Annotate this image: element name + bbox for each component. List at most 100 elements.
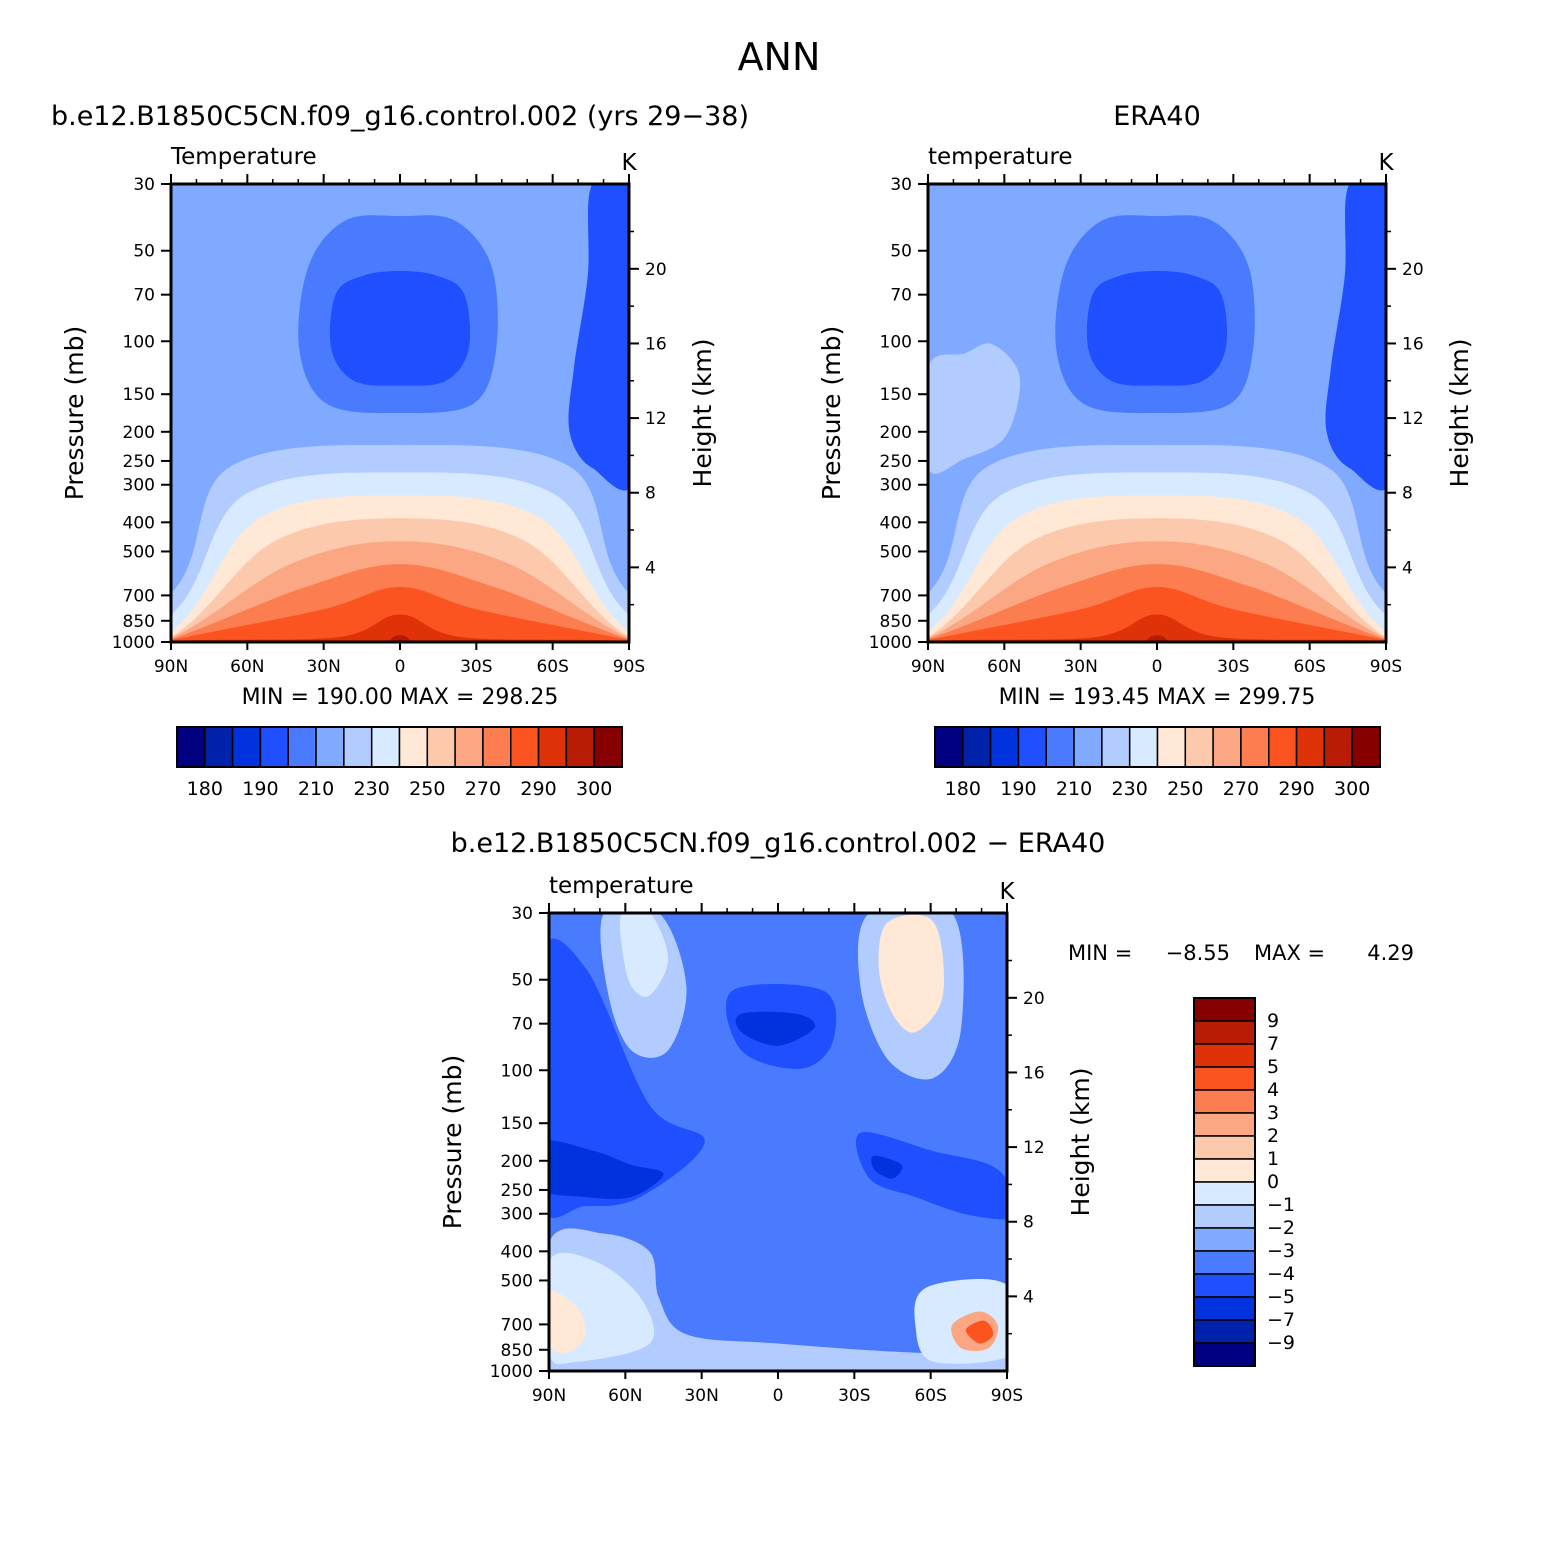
colorbar-box xyxy=(1212,726,1242,768)
y2-axis-label: Height (km) xyxy=(1066,1068,1095,1217)
x-tick-label: 30S xyxy=(460,657,492,677)
colorbar-box xyxy=(934,726,964,768)
panel-diff: 305070100150200250300400500700850100090N… xyxy=(438,828,1414,1406)
contour-band-7 xyxy=(735,1011,816,1046)
colorbar-box xyxy=(989,726,1020,768)
colorbar-box xyxy=(1184,726,1214,768)
y-tick-label: 850 xyxy=(501,1341,533,1361)
colorbar-label: 4 xyxy=(1267,1079,1279,1101)
y2-tick-label: 8 xyxy=(1023,1213,1034,1233)
colorbar-label: 230 xyxy=(354,778,390,800)
panel-title: b.e12.B1850C5CN.f09_g16.control.002 (yrs… xyxy=(51,101,749,132)
x-tick-label: 60S xyxy=(1293,657,1325,677)
y2-tick-label: 8 xyxy=(645,484,656,504)
contour-band-11 xyxy=(568,184,629,491)
y-tick-label: 50 xyxy=(511,971,533,991)
y-tick-label: 30 xyxy=(133,175,155,195)
colorbar-label: −2 xyxy=(1267,1217,1295,1239)
colorbar-label: 9 xyxy=(1267,1010,1279,1032)
y-tick-label: 850 xyxy=(880,612,912,632)
units-label: K xyxy=(999,879,1015,905)
x-tick-label: 0 xyxy=(773,1386,784,1406)
y2-axis-label: Height (km) xyxy=(688,339,717,488)
contour-band-10 xyxy=(388,635,412,642)
colorbar-box xyxy=(1156,726,1187,768)
y-tick-label: 100 xyxy=(880,332,912,352)
y-tick-label: 100 xyxy=(501,1061,533,1081)
y-axis-label: Pressure (mb) xyxy=(60,326,89,500)
colorbar-box xyxy=(204,726,234,768)
colorbar-box xyxy=(1193,1112,1256,1137)
colorbar-label: 210 xyxy=(1056,778,1092,800)
y-tick-label: 1000 xyxy=(490,1362,533,1382)
x-tick-label: 30N xyxy=(684,1386,718,1406)
contour-field xyxy=(171,184,629,642)
colorbar-label: 300 xyxy=(576,778,612,800)
colorbar-box xyxy=(1193,1181,1256,1206)
colorbar-label: 3 xyxy=(1267,1102,1279,1124)
y2-tick-label: 16 xyxy=(1402,334,1424,354)
x-tick-label: 0 xyxy=(395,657,406,677)
y-tick-label: 70 xyxy=(511,1015,533,1035)
contour-band-1 xyxy=(619,913,669,997)
y-tick-label: 150 xyxy=(501,1114,533,1134)
contour-band-8 xyxy=(856,1132,1007,1220)
colorbar-label: −1 xyxy=(1267,1194,1295,1216)
colorbar-box xyxy=(1101,726,1131,768)
colorbar-box xyxy=(1128,726,1159,768)
colorbar-box xyxy=(1193,997,1256,1022)
colorbar-label: 270 xyxy=(1223,778,1259,800)
y-tick-label: 850 xyxy=(123,612,155,632)
colorbar-box xyxy=(1193,1020,1256,1045)
colorbar-label: −4 xyxy=(1267,1263,1295,1285)
contour-band-1 xyxy=(1086,271,1228,386)
colorbar-box xyxy=(1193,1204,1256,1229)
y-tick-label: 700 xyxy=(501,1315,533,1335)
colorbar-label: −5 xyxy=(1267,1286,1295,1308)
y2-tick-label: 20 xyxy=(645,260,667,280)
y-tick-label: 500 xyxy=(880,542,912,562)
colorbar-label: 230 xyxy=(1112,778,1148,800)
colorbar-label: 2 xyxy=(1267,1125,1279,1147)
x-tick-label: 90N xyxy=(911,657,945,677)
colorbar-box xyxy=(1193,1066,1256,1091)
x-tick-label: 30N xyxy=(306,657,340,677)
colorbar-frame xyxy=(176,726,623,768)
colorbar-box xyxy=(176,726,206,768)
y-tick-label: 700 xyxy=(123,586,155,606)
colorbar-box xyxy=(1193,1227,1256,1252)
y2-tick-label: 20 xyxy=(1402,260,1424,280)
colorbar-box xyxy=(398,726,429,768)
y-tick-label: 200 xyxy=(123,423,155,443)
y2-tick-label: 12 xyxy=(645,409,667,429)
y2-tick-label: 12 xyxy=(1402,409,1424,429)
panel-title: b.e12.B1850C5CN.f09_g16.control.002 − ER… xyxy=(451,828,1106,859)
y-tick-label: 400 xyxy=(880,513,912,533)
colorbar-label: −9 xyxy=(1267,1332,1295,1354)
y-tick-label: 250 xyxy=(880,452,912,472)
y2-tick-label: 16 xyxy=(645,334,667,354)
x-tick-label: 60S xyxy=(536,657,568,677)
colorbar-box xyxy=(1017,726,1047,768)
y2-tick-label: 4 xyxy=(645,558,656,578)
y-tick-label: 250 xyxy=(123,452,155,472)
colorbar-box xyxy=(565,726,595,768)
y-tick-label: 250 xyxy=(501,1181,533,1201)
colorbar-label: 250 xyxy=(1167,778,1203,800)
contour-band-12 xyxy=(549,1291,586,1354)
y-axis-label: Pressure (mb) xyxy=(817,326,846,500)
colorbar-label: 210 xyxy=(298,778,334,800)
y-tick-label: 500 xyxy=(501,1271,533,1291)
panel-obs: 305070100150200250300400500700850100090N… xyxy=(817,101,1474,800)
colorbar-box xyxy=(1193,1319,1256,1344)
contour-field xyxy=(549,913,1007,1371)
y-tick-label: 700 xyxy=(880,586,912,606)
variable-label: Temperature xyxy=(170,144,317,170)
y-tick-label: 150 xyxy=(880,385,912,405)
colorbar-label: 290 xyxy=(520,778,556,800)
y-tick-label: 70 xyxy=(133,286,155,306)
contour-field xyxy=(928,184,1386,642)
x-tick-label: 60N xyxy=(987,657,1021,677)
colorbar-box xyxy=(1193,1273,1256,1298)
x-tick-label: 30N xyxy=(1063,657,1097,677)
